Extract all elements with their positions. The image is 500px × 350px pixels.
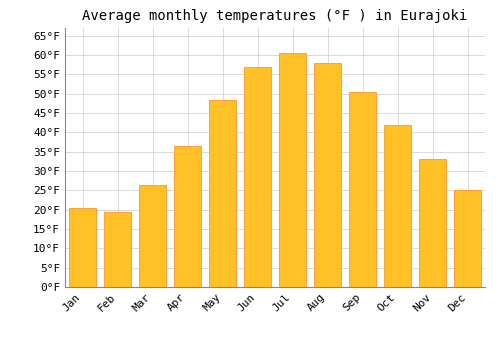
Bar [174,146,201,287]
Bar [244,66,270,287]
Bar [384,125,410,287]
Bar [70,208,96,287]
Bar [454,190,480,287]
Bar [140,184,166,287]
Bar [104,212,130,287]
Title: Average monthly temperatures (°F ) in Eurajoki: Average monthly temperatures (°F ) in Eu… [82,9,468,23]
Bar [280,53,305,287]
Bar [350,92,376,287]
Bar [314,63,340,287]
Bar [210,99,236,287]
Bar [420,160,446,287]
